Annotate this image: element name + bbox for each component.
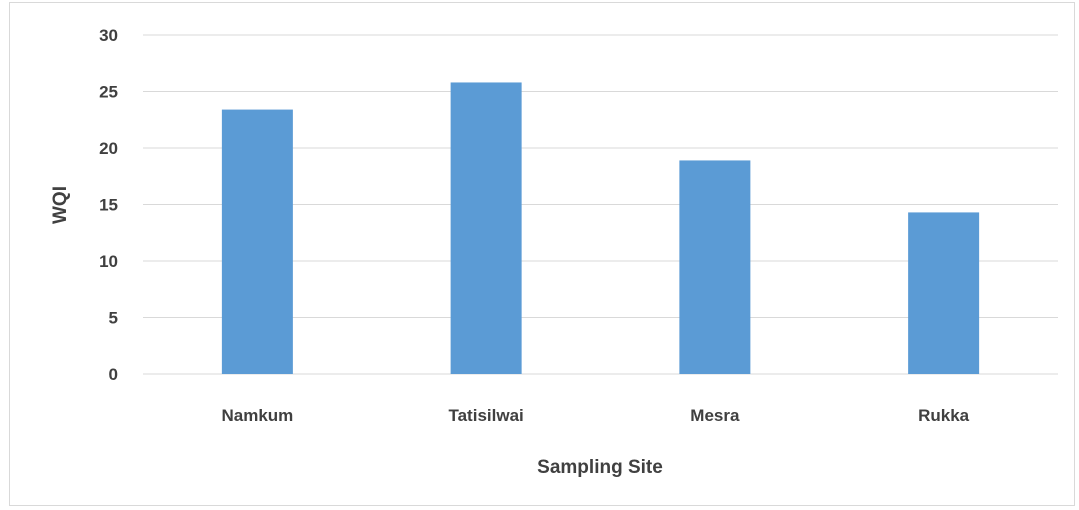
bar-rukka xyxy=(908,212,980,374)
chart-frame xyxy=(9,2,1075,506)
x-tick-label-tatisilwai: Tatisilwai xyxy=(448,406,523,425)
bars xyxy=(221,82,980,375)
y-tick-label: 20 xyxy=(99,139,118,158)
y-tick-label: 0 xyxy=(109,365,118,384)
bar-namkum xyxy=(221,109,293,374)
bar-mesra xyxy=(679,160,751,374)
y-tick-label: 15 xyxy=(99,196,118,215)
y-tick-label: 10 xyxy=(99,252,118,271)
y-tick-label: 30 xyxy=(99,26,118,45)
x-tick-label-rukka: Rukka xyxy=(918,406,970,425)
gridlines xyxy=(143,34,1058,375)
y-tick-label: 5 xyxy=(109,309,118,328)
x-tick-label-namkum: Namkum xyxy=(221,406,293,425)
y-tick-label: 25 xyxy=(99,83,118,102)
x-tick-label-mesra: Mesra xyxy=(690,406,740,425)
y-axis-title: WQI xyxy=(50,186,71,224)
bar-tatisilwai xyxy=(450,82,522,375)
x-tick-labels: Namkum Tatisilwai Mesra Rukka xyxy=(221,406,969,425)
x-axis-title: Sampling Site xyxy=(537,457,663,478)
y-tick-labels: 0 5 10 15 20 25 30 xyxy=(99,26,118,384)
